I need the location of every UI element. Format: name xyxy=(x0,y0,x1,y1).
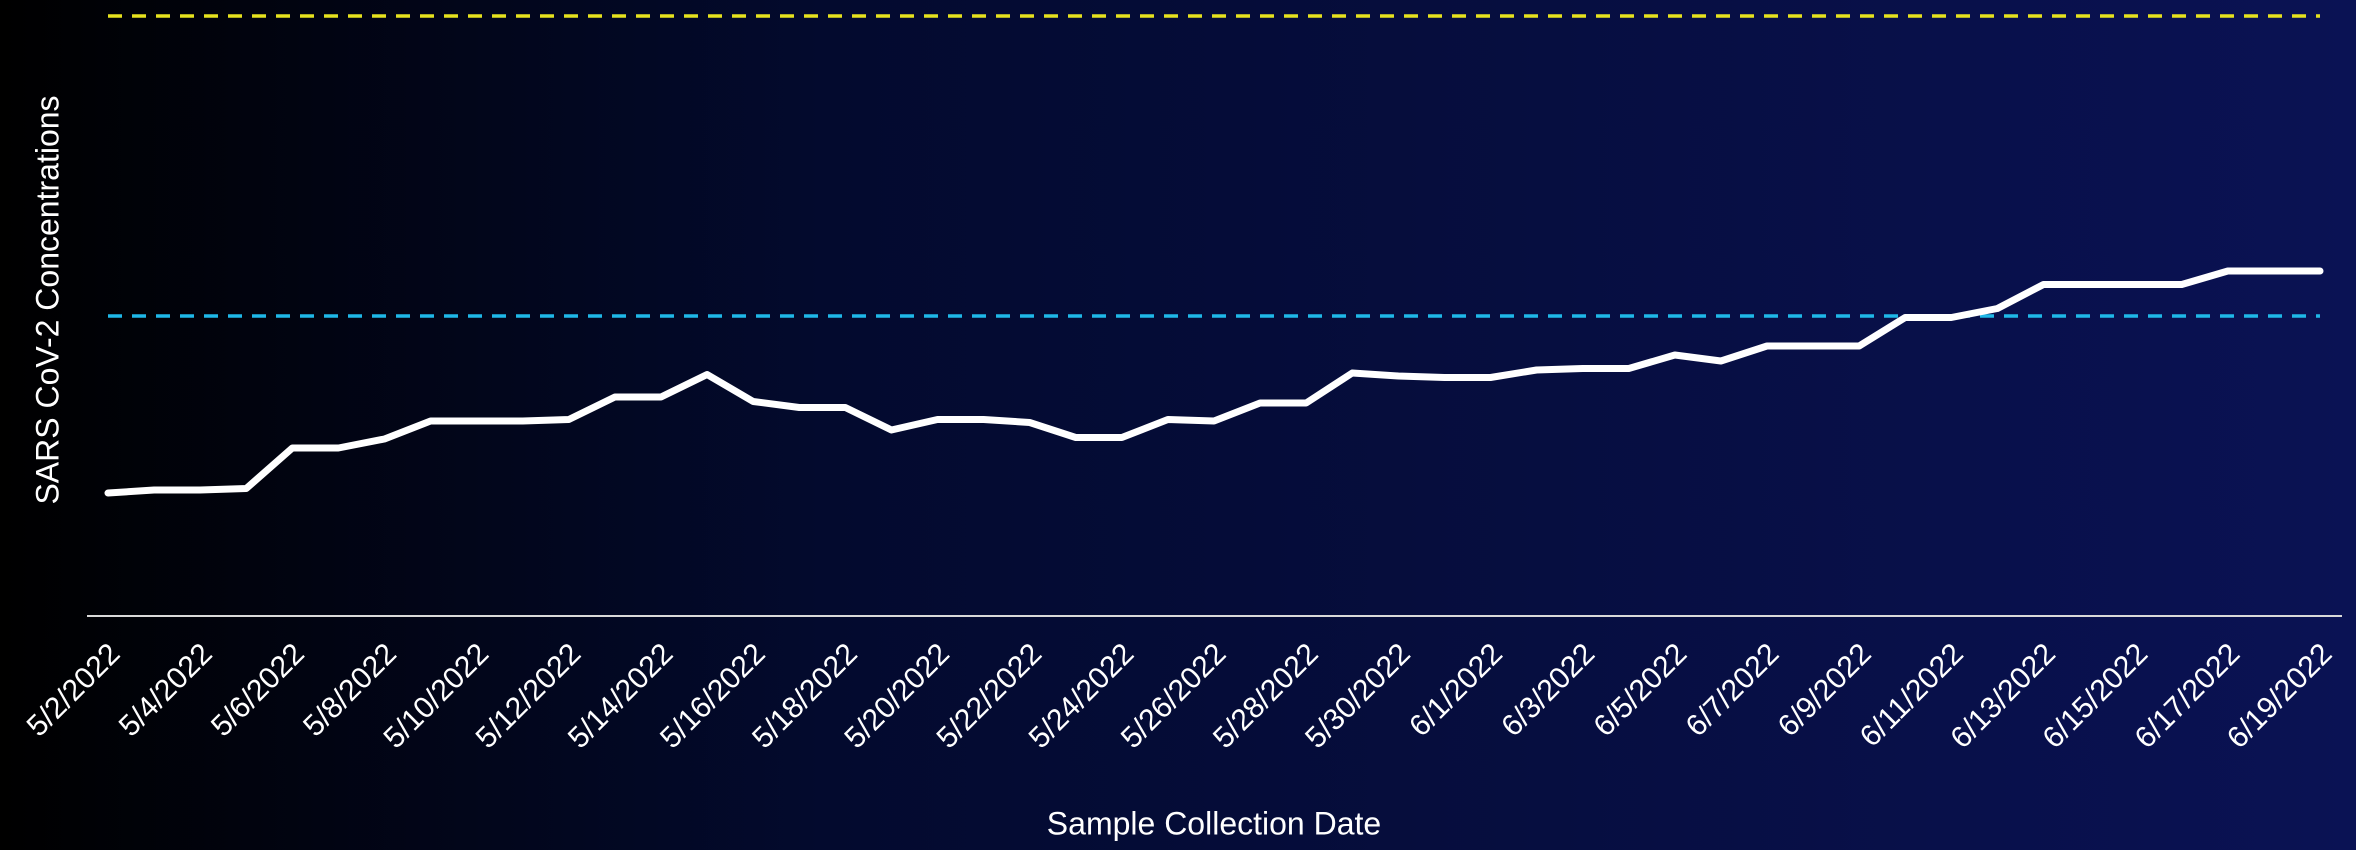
data-line xyxy=(104,267,2324,497)
y-axis-title: SARS CoV-2 Concentrations xyxy=(29,95,65,504)
x-axis-title: Sample Collection Date xyxy=(1047,805,1381,841)
